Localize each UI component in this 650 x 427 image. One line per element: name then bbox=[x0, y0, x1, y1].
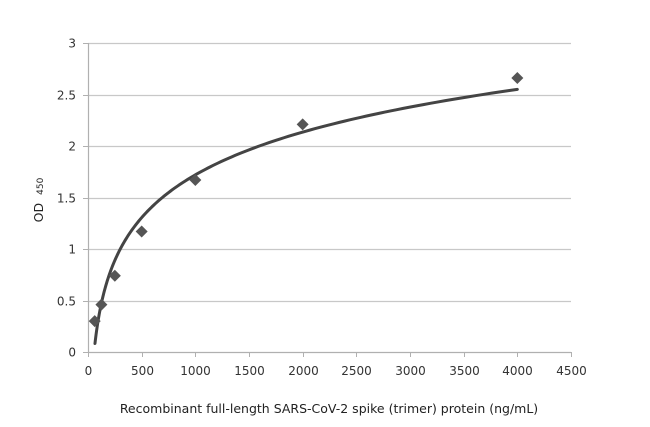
x-tick-label: 3000 bbox=[395, 364, 426, 378]
trendline bbox=[93, 87, 519, 346]
y-tick-label: 2 bbox=[68, 140, 76, 154]
x-axis-title: Recombinant full-length SARS-CoV-2 spike… bbox=[120, 401, 538, 416]
x-tick-label: 2000 bbox=[288, 364, 319, 378]
x-tick-label: 1000 bbox=[180, 364, 211, 378]
data-point bbox=[511, 72, 524, 85]
x-tick-labels: 0 500 1000 1500 2000 2500 3000 3500 4000 4500 bbox=[85, 364, 587, 378]
x-tick-label: 1500 bbox=[234, 364, 265, 378]
x-tick-label: 4500 bbox=[556, 364, 587, 378]
y-tick-labels: 0 0.5 1 1.5 2 2.5 3 bbox=[57, 37, 76, 360]
x-tick-label: 4000 bbox=[502, 364, 533, 378]
data-point bbox=[108, 269, 121, 282]
y-tick-label: 0 bbox=[68, 346, 76, 360]
x-tick-label: 0 bbox=[85, 364, 93, 378]
y-tick-label: 2.5 bbox=[57, 89, 76, 103]
data-points bbox=[88, 72, 524, 328]
y-axis-title-subscript: 450 bbox=[36, 177, 46, 194]
trendline-group bbox=[93, 87, 519, 346]
y-tick-label: 3 bbox=[68, 37, 76, 51]
y-axis-title: OD 450 bbox=[31, 177, 46, 222]
y-tick-label: 0.5 bbox=[57, 295, 76, 309]
data-point bbox=[95, 298, 108, 311]
axes bbox=[83, 43, 572, 357]
data-point bbox=[88, 315, 101, 328]
data-point bbox=[189, 173, 202, 186]
x-tick-label: 2500 bbox=[341, 364, 372, 378]
y-tick-label: 1.5 bbox=[57, 192, 76, 206]
gridlines bbox=[88, 42, 571, 303]
data-point bbox=[296, 118, 309, 131]
data-point bbox=[135, 225, 148, 238]
x-tick-label: 3500 bbox=[449, 364, 480, 378]
y-tick-label: 1 bbox=[68, 243, 76, 257]
x-tick-label: 500 bbox=[131, 364, 154, 378]
y-axis-title-main: OD bbox=[31, 203, 46, 222]
